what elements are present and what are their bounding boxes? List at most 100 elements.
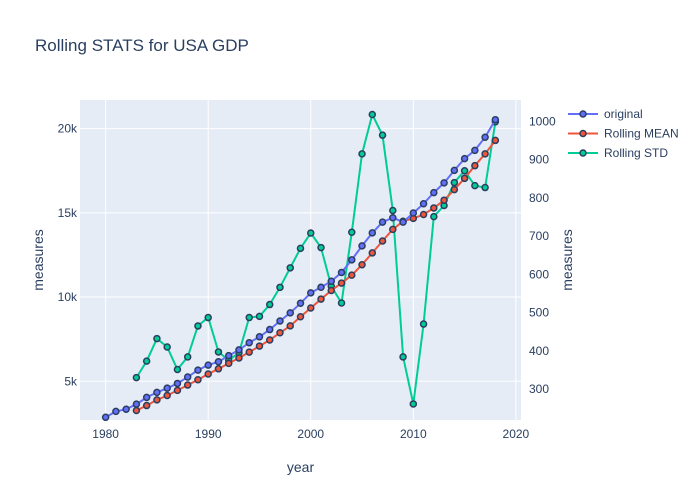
- data-point: [245, 348, 253, 356]
- y-left-tick-label: 20k: [58, 122, 78, 136]
- data-point: [481, 133, 489, 141]
- data-point: [419, 199, 428, 208]
- data-point: [460, 174, 469, 183]
- legend-label: Rolling STD: [604, 146, 668, 160]
- data-point: [389, 225, 397, 234]
- data-point: [235, 354, 243, 362]
- legend-swatch-marker: [579, 129, 587, 138]
- data-point: [214, 348, 223, 356]
- data-point: [214, 365, 223, 373]
- data-point: [471, 161, 479, 170]
- x-tick-label: 2010: [400, 427, 427, 441]
- data-point: [460, 166, 469, 175]
- data-point: [183, 381, 192, 389]
- data-point: [419, 210, 428, 219]
- data-point: [378, 218, 387, 226]
- grid: [80, 100, 521, 420]
- data-point: [265, 325, 274, 334]
- data-point: [440, 196, 448, 204]
- data-point: [265, 336, 274, 344]
- y-right-tick-label: 300: [529, 382, 549, 396]
- chart-title: Rolling STATS for USA GDP: [35, 36, 249, 55]
- legend-label: Rolling MEAN: [604, 127, 679, 141]
- data-point: [173, 379, 182, 388]
- data-point: [204, 370, 212, 378]
- y-right-tick-label: 600: [529, 267, 549, 281]
- data-point: [173, 386, 182, 395]
- data-point: [101, 413, 110, 422]
- y-right-tick-label: 700: [529, 229, 549, 243]
- data-point: [255, 342, 264, 350]
- legend-swatch-marker: [579, 149, 587, 157]
- data-point: [214, 357, 223, 366]
- legend[interactable]: original Rolling MEAN Rolling STD: [568, 107, 679, 160]
- data-point: [183, 373, 192, 381]
- series-layer: [101, 110, 500, 422]
- y-left-tick-label: 5k: [64, 374, 78, 388]
- data-point: [348, 228, 356, 237]
- data-point: [194, 375, 202, 384]
- data-point: [409, 400, 418, 408]
- data-point: [132, 406, 141, 415]
- legend-item-rolling-std[interactable]: Rolling STD: [568, 146, 668, 160]
- data-point: [481, 183, 489, 192]
- data-point: [235, 346, 243, 354]
- legend-item-rolling-mean[interactable]: Rolling MEAN: [568, 127, 679, 141]
- data-point: [409, 209, 418, 217]
- data-point: [204, 361, 212, 369]
- y-right-tick-label: 1000: [529, 114, 556, 128]
- data-point: [183, 353, 192, 361]
- y-left-tick-label: 15k: [58, 206, 78, 220]
- x-tick-label: 1980: [92, 427, 119, 441]
- data-point: [368, 249, 377, 257]
- data-point: [430, 188, 438, 197]
- data-point: [389, 213, 397, 222]
- data-point: [450, 185, 459, 194]
- data-point: [471, 181, 479, 190]
- data-point: [245, 313, 253, 322]
- data-point: [440, 179, 448, 187]
- x-tick-label: 1990: [195, 427, 222, 441]
- data-point: [378, 237, 387, 245]
- data-point: [132, 373, 141, 382]
- data-point: [327, 277, 336, 285]
- data-point: [163, 391, 171, 400]
- plot-area: [80, 100, 521, 420]
- data-point: [194, 366, 202, 374]
- data-point: [430, 204, 438, 212]
- data-point: [122, 405, 130, 413]
- legend-item-original[interactable]: original: [568, 107, 643, 121]
- data-point: [163, 384, 171, 392]
- y-right-tick-label: 400: [529, 344, 549, 358]
- data-point: [348, 256, 356, 264]
- data-point: [224, 359, 233, 368]
- data-point: [419, 320, 428, 328]
- data-point: [255, 312, 264, 321]
- data-point: [276, 317, 284, 325]
- data-point: [399, 218, 407, 226]
- data-point: [204, 313, 212, 322]
- data-point: [276, 329, 284, 337]
- data-point: [153, 334, 161, 343]
- data-point: [286, 322, 294, 330]
- data-point: [368, 110, 377, 119]
- data-point: [317, 295, 325, 303]
- data-point: [348, 271, 356, 279]
- y-axis-left-title: measures: [30, 229, 46, 290]
- axes: 1980 1990 2000 2010 2020 5k 10k 15k 20k 300 400 500…: [58, 114, 556, 441]
- data-point: [194, 322, 202, 330]
- data-point: [307, 229, 315, 237]
- data-point: [491, 136, 500, 145]
- data-point: [358, 242, 366, 250]
- data-point: [378, 131, 387, 139]
- y-right-tick-label: 500: [529, 306, 549, 320]
- data-point: [153, 396, 161, 404]
- data-point: [450, 166, 459, 175]
- y-left-tick-label: 10k: [58, 290, 78, 304]
- data-point: [358, 150, 366, 158]
- data-point: [142, 393, 151, 402]
- data-point: [337, 268, 346, 277]
- data-point: [112, 407, 120, 416]
- data-point: [307, 289, 315, 297]
